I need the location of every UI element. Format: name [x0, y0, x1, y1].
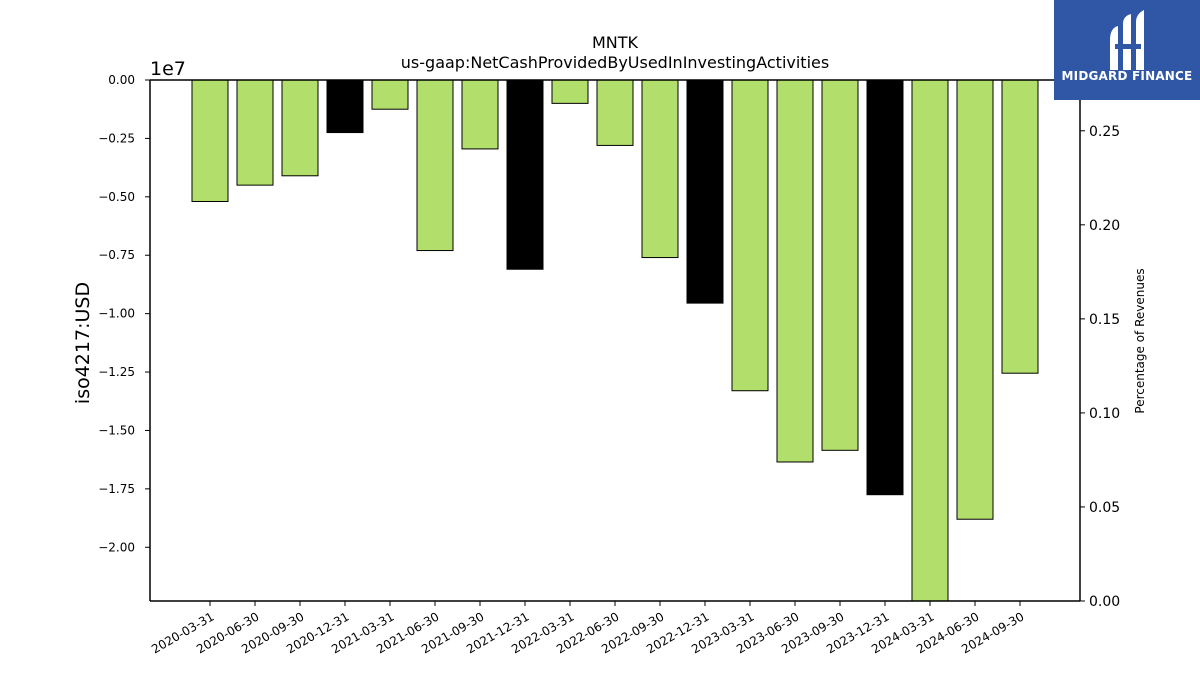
y-tick-label: −0.25 [98, 131, 135, 145]
logo-mark-icon [1110, 10, 1144, 70]
bar-2024-09-30 [1001, 79, 1039, 374]
bar-2023-09-30 [821, 79, 859, 451]
y-multiplier-label: 1e7 [150, 58, 186, 80]
bar-2020-03-31 [191, 79, 229, 202]
y-axis-label: iso4217:USD [72, 282, 94, 404]
y2-tick-label: 0.25 [1089, 124, 1120, 140]
y-tick-label: −1.00 [98, 307, 135, 321]
chart-subtitle: us-gaap:NetCashProvidedByUsedInInvesting… [401, 53, 829, 72]
bar-2021-06-30 [416, 79, 454, 252]
y-tick-label: −1.50 [98, 423, 135, 437]
y2-tick-label: 0.20 [1089, 218, 1120, 234]
y-tick-label: −2.00 [98, 540, 135, 554]
y2-tick-label: 0.10 [1089, 406, 1120, 422]
y2-tick-label: 0.15 [1089, 312, 1120, 328]
bar-2024-06-30 [956, 79, 994, 520]
y2-tick-label: 0.05 [1089, 500, 1120, 516]
bar-2022-09-30 [641, 79, 679, 259]
y2-axis-label: Percentage of Revenues [1133, 268, 1147, 413]
y-tick-label: −1.25 [98, 365, 135, 379]
bar-2024-03-31 [911, 79, 949, 602]
chart-title: MNTK [592, 33, 639, 52]
bar-2023-03-31 [731, 79, 769, 392]
bar-2022-06-30 [596, 79, 634, 146]
bar-2020-12-31 [326, 79, 364, 134]
bar-2022-12-31 [686, 79, 724, 304]
bar-2021-09-30 [461, 79, 499, 150]
bar-2020-06-30 [236, 79, 274, 186]
logo-text: MIDGARD FINANCE [1061, 69, 1193, 83]
y-tick-label: −0.75 [98, 248, 135, 262]
bar-2020-09-30 [281, 79, 319, 177]
bar-2023-12-31 [866, 79, 904, 496]
y2-tick-label: 0.00 [1089, 594, 1120, 610]
bar-2021-12-31 [506, 79, 544, 270]
y-tick-label: −0.50 [98, 190, 135, 204]
bar-2021-03-31 [371, 79, 409, 110]
bar-2023-06-30 [776, 79, 814, 463]
y-tick-label: 0.00 [108, 73, 135, 87]
bars-group [191, 79, 1039, 602]
bar-2022-03-31 [551, 79, 589, 104]
midgard-finance-logo: MIDGARD FINANCE [1054, 0, 1200, 100]
y-tick-label: −1.75 [98, 482, 135, 496]
